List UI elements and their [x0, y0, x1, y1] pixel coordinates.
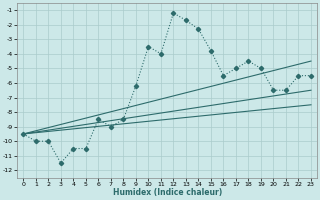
X-axis label: Humidex (Indice chaleur): Humidex (Indice chaleur)	[113, 188, 222, 197]
